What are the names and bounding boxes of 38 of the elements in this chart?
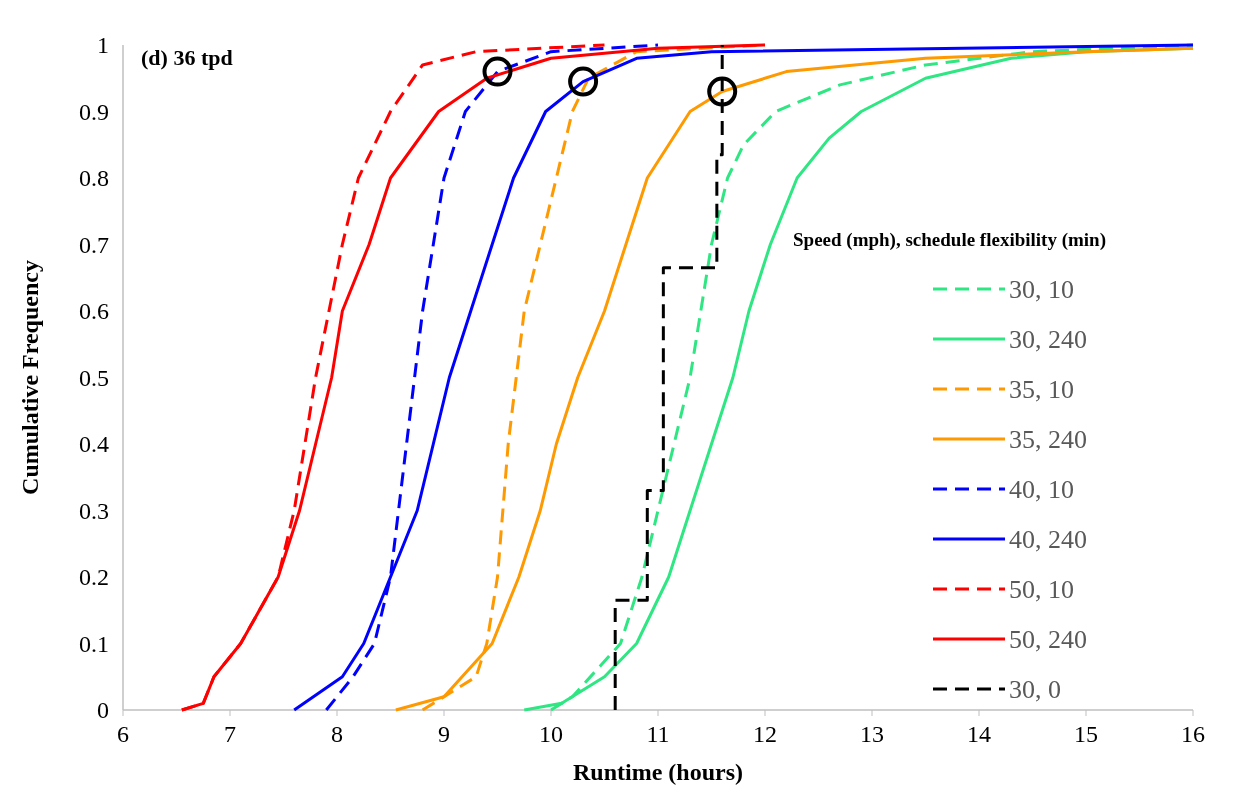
y-axis-title: Cumulative Frequency xyxy=(17,260,43,495)
x-tick-label: 12 xyxy=(753,721,777,747)
y-tick-label: 0 xyxy=(97,697,109,724)
x-tick-label: 15 xyxy=(1074,721,1098,747)
x-tick-label: 6 xyxy=(117,721,129,747)
legend-label: 35, 10 xyxy=(1009,375,1074,405)
x-tick-label: 10 xyxy=(539,721,563,747)
legend-label: 40, 240 xyxy=(1009,525,1087,555)
point xyxy=(482,56,513,87)
y-tick-label: 0.7 xyxy=(79,231,109,258)
x-tick-label: 16 xyxy=(1181,721,1205,747)
point xyxy=(568,66,599,97)
x-tick-label: 13 xyxy=(860,721,884,747)
legend-label: 40, 10 xyxy=(1009,475,1074,505)
point xyxy=(707,76,738,107)
legend-label: 50, 240 xyxy=(1009,625,1087,655)
y-tick-label: 0.5 xyxy=(79,364,109,391)
legend-title: Speed (mph), schedule flexibility (min) xyxy=(793,229,1106,251)
y-tick-label: 0.9 xyxy=(79,98,109,125)
legend-label: 30, 240 xyxy=(1009,325,1087,355)
x-tick-label: 11 xyxy=(646,721,670,747)
y-tick-label: 0.2 xyxy=(79,564,109,591)
chart-title: (d) 36 tpd xyxy=(141,45,233,70)
x-tick-label: 9 xyxy=(438,721,450,747)
legend-label: 30, 0 xyxy=(1009,675,1061,705)
y-tick-label: 0.3 xyxy=(79,497,109,524)
legend-label: 35, 240 xyxy=(1009,425,1087,455)
y-tick-label: 0.4 xyxy=(79,431,109,458)
x-axis-title: Runtime (hours) xyxy=(572,759,744,785)
x-tick-label: 7 xyxy=(224,721,236,747)
y-tick-label: 0.1 xyxy=(79,630,109,657)
y-tick-label: 0.8 xyxy=(79,165,109,192)
x-tick-label: 8 xyxy=(331,721,343,747)
y-tick-label: 0.6 xyxy=(79,298,109,325)
legend-label: 30, 10 xyxy=(1009,275,1074,305)
x-tick-label: 14 xyxy=(967,721,991,747)
legend-label: 50, 10 xyxy=(1009,575,1074,605)
y-tick-label: 1 xyxy=(97,32,109,59)
